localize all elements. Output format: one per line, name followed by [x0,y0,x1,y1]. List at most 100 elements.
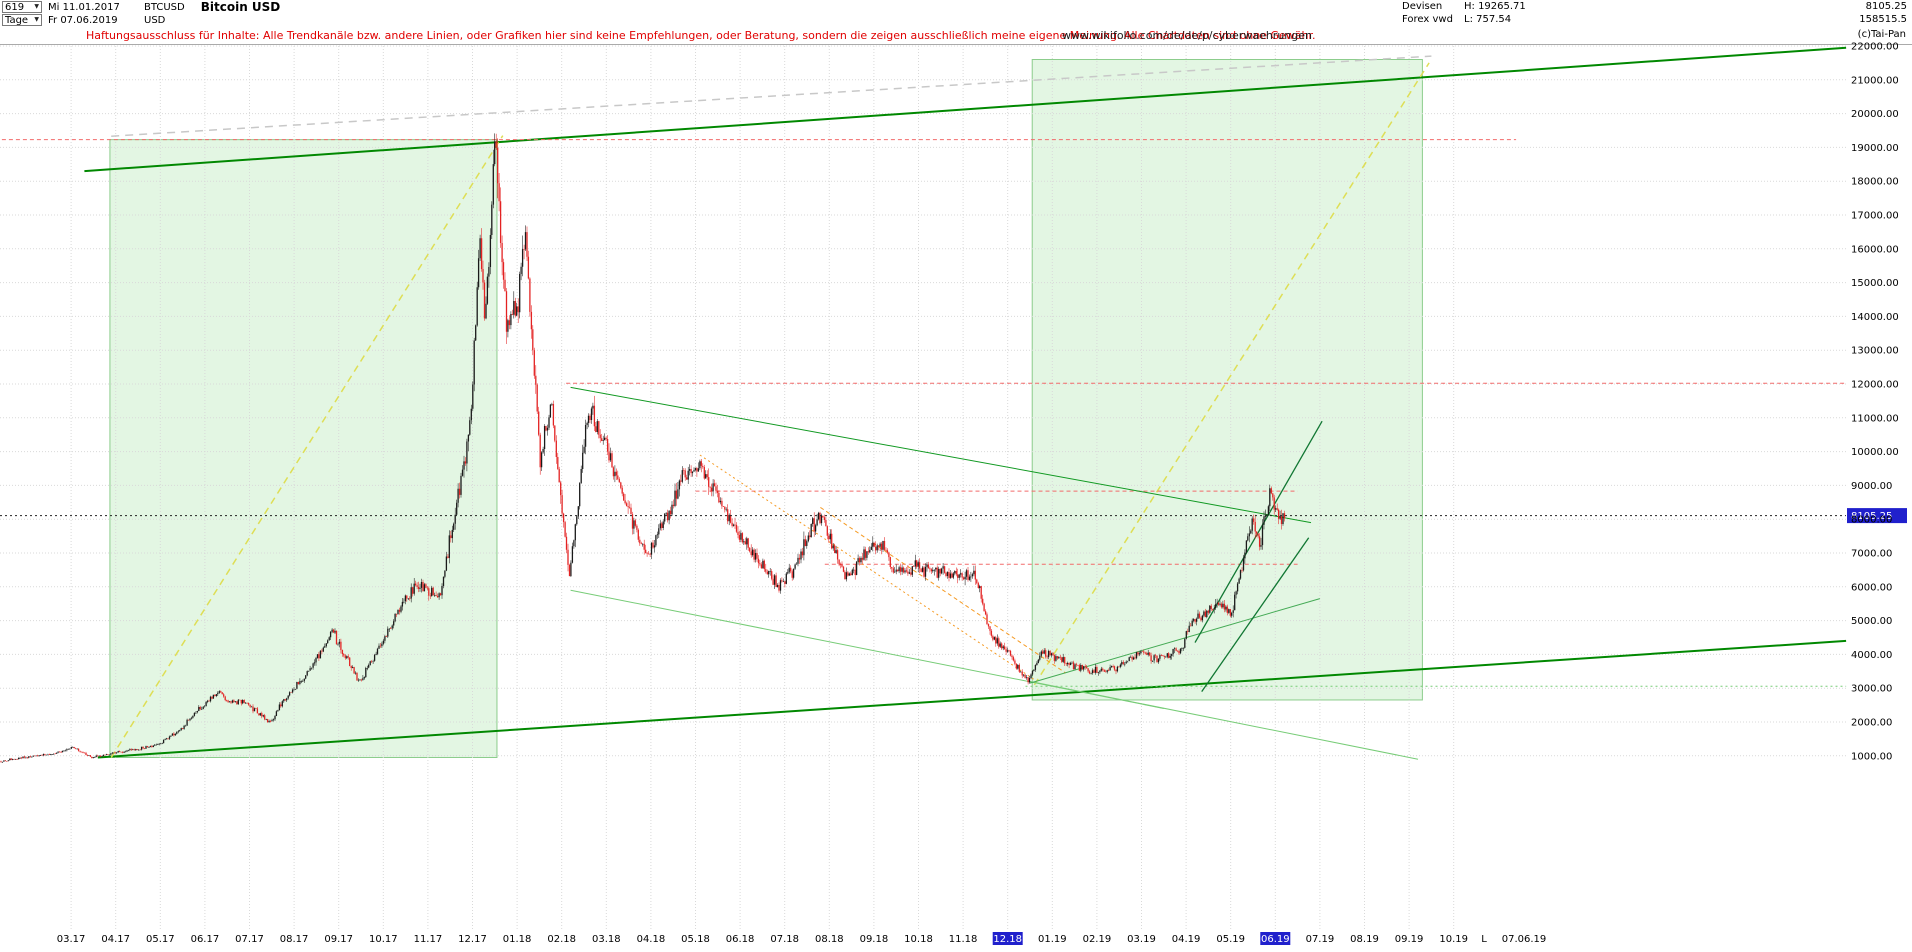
y-axis-label: 19000.00 [1851,143,1899,154]
y-axis-label: 20000.00 [1851,109,1899,120]
y-axis-label: 18000.00 [1851,177,1899,188]
symbol-label: BTCUSD [144,1,185,13]
currency-label: USD [144,14,166,26]
rising-from-low [1029,598,1321,684]
market-label: Devisen [1402,1,1443,12]
axes: 1000.00 2000.00 3000.00 4000.00 5000.00 6000.… [57,42,1899,945]
channel-bottom [97,639,1847,759]
disclaimer-row: Haftungsausschluss für Inhalte: Alle Tre… [0,29,1912,43]
x-axis-label: 04.19 [1172,934,1201,945]
x-axis-label: 12.18 [993,934,1022,945]
x-axis-label: 02.19 [1083,934,1112,945]
y-axis-label: 10000.00 [1851,447,1899,458]
x-axis-label: 02.18 [547,934,576,945]
data-source-label: Forex vwd [1402,14,1453,25]
topbar-row-2: Tage ▼ Fr 07.06.2019 USD [2,14,165,26]
y-axis-label: 21000.00 [1851,75,1899,86]
chart-area: 8105.25 1000.00 2000.00 3000.00 4000.00 5000.… [0,40,1912,952]
x-axis-label: 10.17 [369,934,398,945]
x-axis-label: 08.19 [1350,934,1379,945]
last-price-value: 8105.25 [1865,1,1907,12]
yellow-trend-2017 [110,135,504,758]
last-price: 8105.25 [0,508,1907,524]
candle-bodies-up [0,141,1284,763]
x-axis-label: 09.17 [324,934,353,945]
y-axis-label: 16000.00 [1851,244,1899,255]
x-axis-label: 09.18 [860,934,889,945]
yellow-trend-2019 [1033,62,1430,686]
x-axis-label: 12.17 [458,934,487,945]
x-axis-label: 03.19 [1127,934,1156,945]
x-axis-label: 04.17 [101,934,130,945]
topbar: 619 ▼ Mi 11.01.2017 BTCUSD Bitcoin USD T… [0,0,1912,28]
period-high-value: H: 19265.71 [1464,1,1526,12]
bars-count-value: 619 [5,1,25,13]
y-axis-label: 1000.00 [1851,751,1892,762]
trend-lines [1,46,1847,760]
x-axis-highlight [992,932,1023,945]
x-axis-label: 10.19 [1439,934,1468,945]
y-axis-label: 3000.00 [1851,684,1892,695]
y-axis-label: 14000.00 [1851,312,1899,323]
channel-top [84,46,1847,173]
x-axis-label: 07.17 [235,934,264,945]
copyright-label: (c)Tai-Pan [1857,29,1906,40]
y-axis-label: 22000.00 [1851,42,1899,53]
y-axis-label: 11000.00 [1851,413,1899,424]
x-axis-label: 05.19 [1216,934,1245,945]
y-axis-label: 17000.00 [1851,211,1899,222]
last-price-tag [1847,508,1907,524]
y-axis-label: 12000.00 [1851,380,1899,391]
y-axis-label: 13000.00 [1851,346,1899,357]
rally-support-2 [1201,537,1310,692]
x-axis-label: 06.19 [1261,934,1290,945]
dropdown-arrow-icon: ▼ [34,3,39,10]
y-axis-label: 9000.00 [1851,481,1892,492]
descending-resistance-2018 [570,386,1312,524]
x-axis-label: 01.18 [503,934,532,945]
y-axis-label: 7000.00 [1851,549,1892,560]
y-axis-label: 4000.00 [1851,650,1892,661]
x-axis-label: 03.18 [592,934,621,945]
x-axis-label: 11.18 [949,934,978,945]
period-low-value: L: 757.54 [1464,14,1512,25]
topbar-row-1: 619 ▼ Mi 11.01.2017 BTCUSD Bitcoin USD [2,0,281,14]
x-axis-last-marker: L [1481,934,1487,945]
last-price-tag-value: 8105.25 [1851,511,1892,522]
x-axis-label: 11.17 [414,934,443,945]
period-value: Tage [5,14,29,26]
x-axis-label: 08.17 [280,934,309,945]
x-axis-label: 07.19 [1306,934,1335,945]
candle-bodies-down [0,141,1286,763]
y-axis-label: 5000.00 [1851,616,1892,627]
y-axis-label: 2000.00 [1851,718,1892,729]
end-date-field[interactable]: Fr 07.06.2019 [48,14,118,26]
instrument-title: Bitcoin USD [200,0,281,14]
candles [0,133,1286,763]
x-axis-label: 06.17 [191,934,220,945]
period-dropdown[interactable]: Tage ▼ [2,14,42,26]
disclaimer-link[interactable]: www.wikifolio.com/de/de/p/cyberwaehrunge… [1062,29,1312,42]
disclaimer-text: Haftungsausschluss für Inhalte: Alle Tre… [86,29,1316,42]
x-axis-label: 01.19 [1038,934,1067,945]
y-axis-label: 15000.00 [1851,278,1899,289]
x-axis-label: 07.18 [770,934,799,945]
x-axis-label: 10.18 [904,934,933,945]
x-axis-label: 08.18 [815,934,844,945]
bars-count-dropdown[interactable]: 619 ▼ [2,1,42,13]
turnover-value: 158515.5 [1859,14,1907,25]
x-axis-last-date: 07.06.19 [1502,934,1547,945]
descending-below-low [1029,680,1419,760]
y-axis-label: 6000.00 [1851,582,1892,593]
candlestick-chart[interactable]: 8105.25 1000.00 2000.00 3000.00 4000.00 5000.… [0,40,1912,952]
trend-channel-regions [109,59,1423,758]
start-date-field[interactable]: Mi 11.01.2017 [48,1,120,13]
trend-channel-2017 [109,139,498,758]
orange-descending-2 [699,454,1035,681]
x-axis-label: 03.17 [57,934,86,945]
dropdown-arrow-icon: ▼ [34,16,39,23]
x-axis-highlight [1260,932,1291,945]
gridlines [0,45,1846,930]
x-axis-label: 06.18 [726,934,755,945]
